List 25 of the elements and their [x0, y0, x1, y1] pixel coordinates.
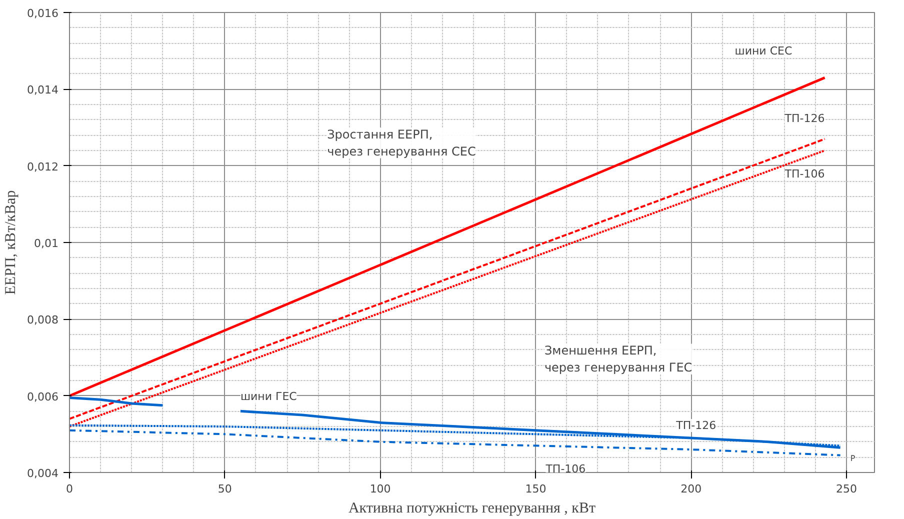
- y-axis-title: ЕЕРП, кВт/кВар: [3, 190, 20, 295]
- text: шини СЕС: [734, 44, 792, 58]
- x-tick-label: 200: [680, 482, 702, 496]
- series-label: шини ГЕС: [240, 390, 298, 404]
- annotation: Зростання ЕЕРП, через генерування СЕС: [327, 128, 476, 158]
- x-axis-title: Активна потужність генерування , кВт: [348, 500, 596, 516]
- y-tick-label: 0,004: [27, 467, 59, 480]
- line-series: [70, 429, 842, 456]
- y-tick-label: 0,006: [27, 390, 59, 404]
- series-label: ТП-126: [675, 419, 716, 432]
- y-tick-label: 0,012: [27, 160, 59, 174]
- x-tick-label: 100: [370, 482, 391, 496]
- series-label: ТП-106: [784, 168, 825, 180]
- annotation: Зменшення ЕЕРП, через генерування ГЕС: [544, 344, 692, 374]
- series-label: ТП-106: [544, 462, 586, 476]
- y-tick-label: 0,014: [27, 84, 59, 97]
- x-tick-label: 150: [525, 482, 546, 496]
- series-label: ТП-126: [784, 112, 825, 125]
- x-tick-label: 0: [66, 482, 73, 496]
- y-tick-label: 0,008: [27, 314, 59, 327]
- annotation: Р: [850, 454, 856, 464]
- x-tick-label: 250: [836, 482, 858, 496]
- x-tick-label: 50: [218, 482, 232, 496]
- y-tick-label: 0,016: [27, 7, 59, 20]
- y-tick-label: 0,01: [34, 237, 59, 250]
